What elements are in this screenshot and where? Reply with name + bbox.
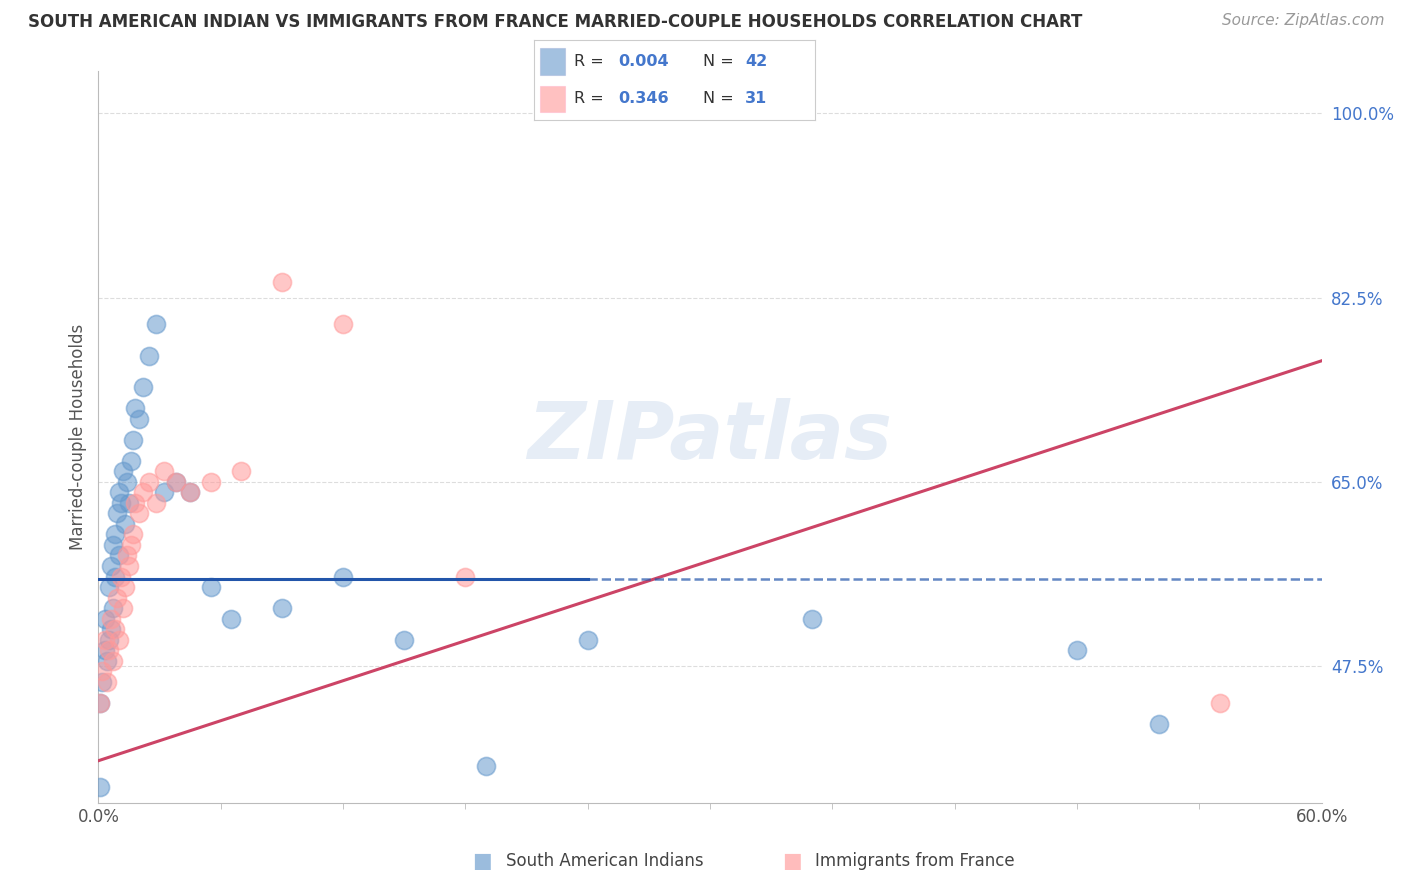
Point [110,569,132,583]
Point [138,349,160,363]
Point [97,632,120,647]
Point [122,527,145,541]
Point [93,632,115,647]
Text: 0.346: 0.346 [619,91,669,106]
Point [392,632,416,647]
Point [122,433,145,447]
Point [97,643,120,657]
Point [138,475,160,489]
Text: 31: 31 [745,91,768,106]
Text: South American Indians: South American Indians [506,852,704,870]
Point [101,654,124,668]
Point [1209,696,1232,710]
FancyBboxPatch shape [540,86,565,112]
Point [474,759,498,773]
Point [454,569,477,583]
Point [124,401,146,416]
Point [152,464,174,478]
Point [179,485,201,500]
Point [270,275,294,289]
Point [114,580,136,594]
Text: SOUTH AMERICAN INDIAN VS IMMIGRANTS FROM FRANCE MARRIED-COUPLE HOUSEHOLDS CORREL: SOUTH AMERICAN INDIAN VS IMMIGRANTS FROM… [28,13,1083,31]
Point [104,527,127,541]
Point [120,454,142,468]
Point [93,643,115,657]
Point [111,601,134,615]
Point [100,612,122,626]
Point [108,549,131,563]
Text: N =: N = [703,54,740,70]
Point [145,317,167,331]
Point [118,496,141,510]
Point [101,601,124,615]
Text: ■: ■ [472,851,492,871]
Point [132,485,155,500]
Point [108,632,131,647]
Point [110,496,132,510]
Point [89,780,111,794]
Point [231,464,253,478]
Text: Source: ZipAtlas.com: Source: ZipAtlas.com [1222,13,1385,29]
Point [115,549,138,563]
Point [93,612,115,626]
Point [165,475,187,489]
Point [332,569,354,583]
Text: R =: R = [574,54,609,70]
Point [145,496,167,510]
Text: Immigrants from France: Immigrants from France [815,852,1015,870]
Point [100,622,122,636]
Point [200,580,222,594]
Point [104,569,127,583]
Point [89,696,111,710]
Point [100,559,122,574]
Point [105,507,128,521]
Point [270,601,294,615]
Point [332,317,354,331]
Point [108,485,131,500]
Point [101,538,124,552]
Point [89,696,111,710]
Point [200,475,222,489]
Point [128,411,150,425]
Y-axis label: Married-couple Households: Married-couple Households [69,324,87,550]
Point [128,507,150,521]
Point [1147,717,1170,731]
Point [97,580,120,594]
Point [91,674,114,689]
Point [219,612,242,626]
FancyBboxPatch shape [540,48,565,75]
Point [1066,643,1088,657]
Point [105,591,128,605]
Text: ■: ■ [782,851,801,871]
Point [104,622,127,636]
Text: N =: N = [703,91,740,106]
Point [120,538,142,552]
Text: 0.004: 0.004 [619,54,669,70]
Point [114,516,136,531]
Point [165,475,187,489]
Point [576,632,599,647]
Point [132,380,155,394]
Text: 42: 42 [745,54,768,70]
Point [111,464,134,478]
Point [96,674,118,689]
Point [124,496,146,510]
Point [91,665,114,679]
Point [152,485,174,500]
Point [96,654,118,668]
Text: ZIPatlas: ZIPatlas [527,398,893,476]
Point [801,612,824,626]
Point [179,485,201,500]
Point [115,475,138,489]
Text: R =: R = [574,91,609,106]
Point [118,559,141,574]
